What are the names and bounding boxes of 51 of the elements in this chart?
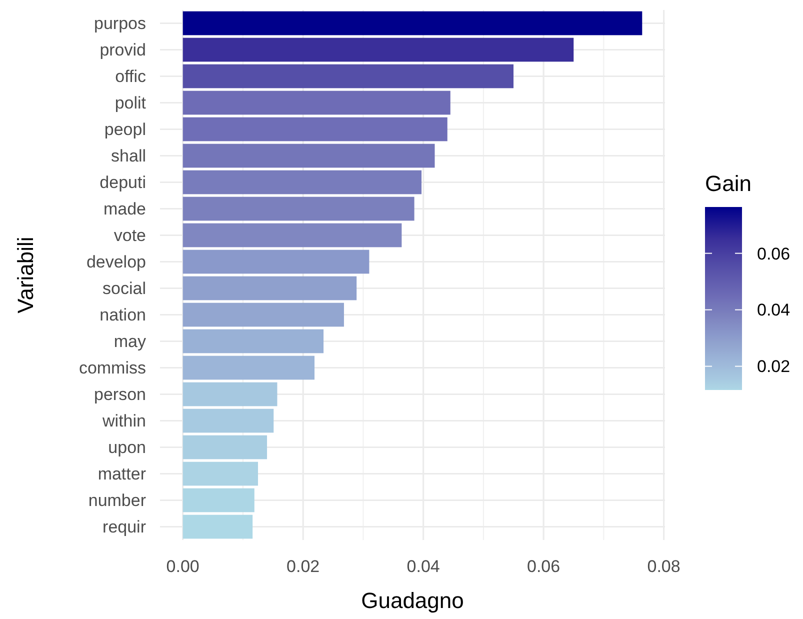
color-bar-title: Gain: [705, 171, 752, 196]
y-tick-label: polit: [114, 94, 146, 113]
x-tick-label: 0.00: [166, 557, 200, 576]
y-tick-label: deputi: [100, 173, 146, 192]
bar: [182, 382, 278, 406]
bar: [182, 356, 315, 380]
bar: [182, 117, 448, 142]
x-tick-label: 0.08: [647, 557, 680, 576]
y-tick-label: upon: [108, 438, 146, 458]
y-tick-label: commiss: [78, 358, 146, 378]
x-tick-label: 0.04: [406, 557, 440, 576]
bar: [182, 276, 357, 300]
bar: [182, 329, 324, 354]
y-tick-label: may: [114, 332, 146, 352]
bar: [182, 90, 450, 115]
bar: [182, 11, 642, 36]
y-tick-label: develop: [86, 252, 146, 272]
bar: [182, 514, 253, 539]
bar: [182, 144, 435, 168]
x-tick-label: 0.06: [527, 557, 560, 576]
y-tick-label: shall: [111, 146, 146, 166]
bar: [182, 196, 414, 221]
y-tick-label: matter: [98, 464, 146, 484]
color-bar-label: 0.02: [757, 357, 790, 376]
bar: [182, 223, 402, 248]
y-tick-label: vote: [114, 226, 146, 246]
bar: [182, 302, 344, 327]
y-tick-label: offic: [115, 67, 146, 86]
y-tick-label: made: [103, 200, 146, 219]
y-tick-label: requir: [102, 518, 146, 537]
y-tick-label: within: [102, 412, 146, 431]
bar: [182, 488, 254, 512]
y-axis-title: Variabili: [13, 236, 38, 314]
y-tick-label: nation: [100, 306, 146, 325]
bar: [182, 408, 274, 433]
bar: [182, 462, 258, 486]
y-tick-label: peopl: [104, 120, 146, 140]
bar: [182, 38, 574, 62]
color-bar-label: 0.04: [757, 300, 790, 320]
y-tick-label: social: [102, 279, 146, 298]
y-tick-label: number: [88, 491, 146, 510]
y-tick-label: person: [94, 385, 146, 404]
bar: [182, 435, 268, 460]
y-tick-label: provid: [100, 40, 146, 60]
x-axis-title: Guadagno: [361, 588, 464, 613]
bar: [182, 170, 422, 194]
color-bar-label: 0.06: [757, 244, 790, 264]
bar: [182, 250, 370, 274]
bar: [182, 64, 514, 88]
x-tick-label: 0.02: [286, 557, 320, 576]
y-tick-label: purpos: [94, 14, 146, 34]
